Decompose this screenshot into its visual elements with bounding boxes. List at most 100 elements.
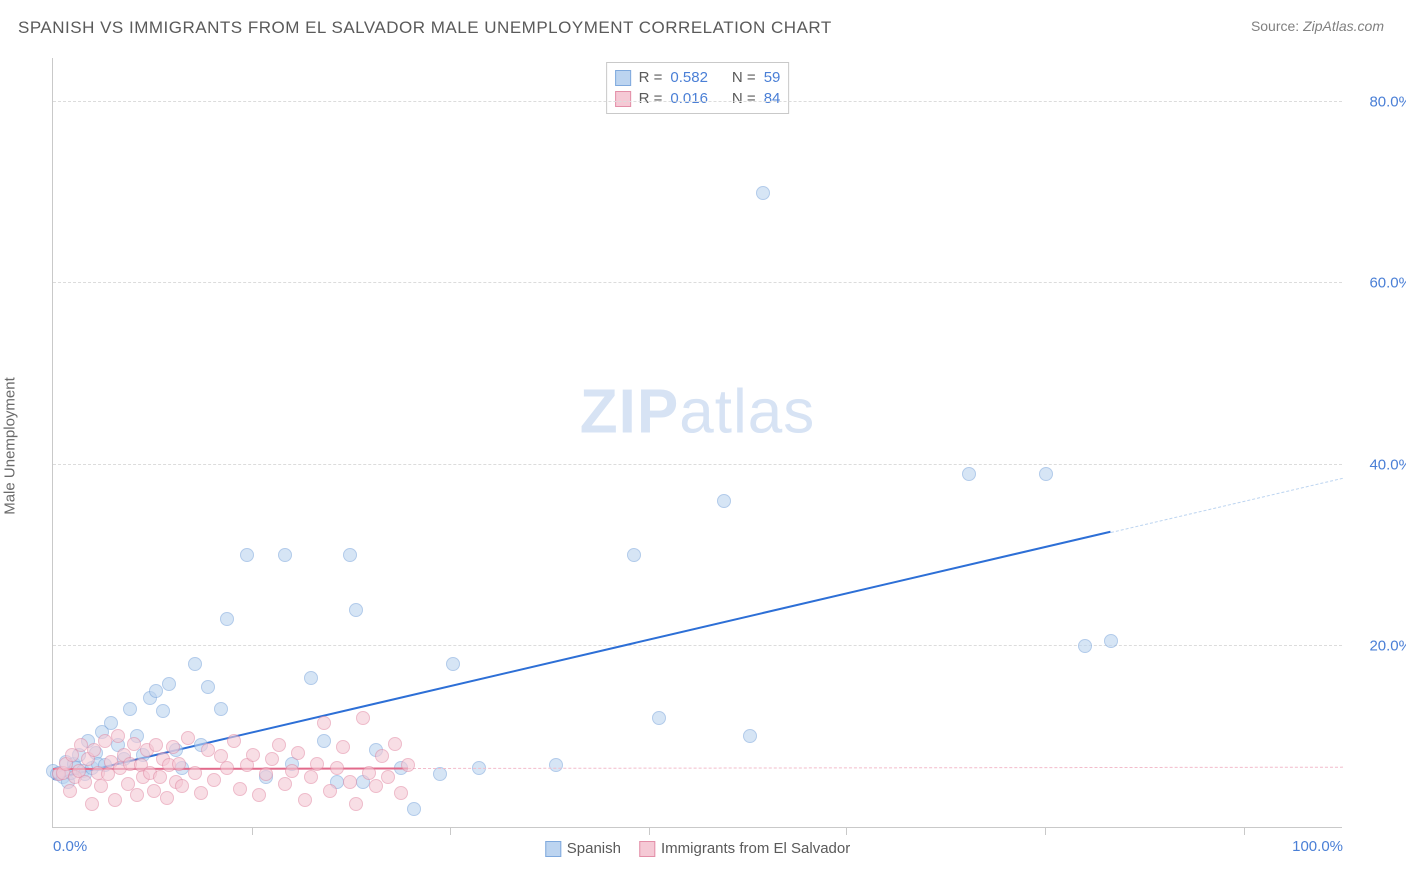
r-value-spanish: 0.582 xyxy=(670,69,708,86)
trend-line xyxy=(408,767,1343,769)
x-tick xyxy=(846,827,847,835)
y-axis-label: Male Unemployment xyxy=(2,377,19,515)
data-point xyxy=(317,716,331,730)
data-point xyxy=(181,731,195,745)
data-point xyxy=(130,788,144,802)
data-point xyxy=(394,786,408,800)
source-label: Source: xyxy=(1251,18,1303,34)
source-name: ZipAtlas.com xyxy=(1303,18,1384,34)
x-tick xyxy=(1045,827,1046,835)
r-label: R = xyxy=(639,69,663,86)
stats-box: R = 0.582 N = 59 R = 0.016 N = 84 xyxy=(606,62,790,114)
x-tick xyxy=(252,827,253,835)
data-point xyxy=(343,775,357,789)
data-point xyxy=(401,758,415,772)
data-point xyxy=(317,734,331,748)
legend-item-elsalvador: Immigrants from El Salvador xyxy=(639,840,850,857)
data-point xyxy=(446,657,460,671)
data-point xyxy=(407,802,421,816)
legend: Spanish Immigrants from El Salvador xyxy=(545,840,850,857)
data-point xyxy=(356,711,370,725)
data-point xyxy=(78,775,92,789)
stats-row-elsalvador: R = 0.016 N = 84 xyxy=(615,88,781,109)
n-value-elsalvador: 84 xyxy=(764,90,781,107)
legend-item-spanish: Spanish xyxy=(545,840,621,857)
watermark-atlas: atlas xyxy=(679,377,815,446)
data-point xyxy=(349,603,363,617)
data-point xyxy=(381,770,395,784)
data-point xyxy=(214,702,228,716)
data-point xyxy=(375,749,389,763)
data-point xyxy=(278,548,292,562)
gridline xyxy=(53,464,1342,465)
trend-line xyxy=(53,531,1111,780)
data-point xyxy=(227,734,241,748)
data-point xyxy=(1104,634,1118,648)
chart-title: SPANISH VS IMMIGRANTS FROM EL SALVADOR M… xyxy=(18,18,832,38)
data-point xyxy=(94,779,108,793)
data-point xyxy=(166,740,180,754)
data-point xyxy=(265,752,279,766)
gridline xyxy=(53,101,1342,102)
data-point xyxy=(285,764,299,778)
trend-line xyxy=(1111,477,1343,532)
data-point xyxy=(149,738,163,752)
data-point xyxy=(123,702,137,716)
data-point xyxy=(369,779,383,793)
data-point xyxy=(188,766,202,780)
data-point xyxy=(627,548,641,562)
data-point xyxy=(336,740,350,754)
data-point xyxy=(291,746,305,760)
data-point xyxy=(298,793,312,807)
data-point xyxy=(362,766,376,780)
x-tick xyxy=(649,827,650,835)
data-point xyxy=(330,761,344,775)
n-label: N = xyxy=(732,90,756,107)
data-point xyxy=(549,758,563,772)
gridline xyxy=(53,282,1342,283)
data-point xyxy=(220,612,234,626)
data-point xyxy=(220,761,234,775)
x-tick-label: 100.0% xyxy=(1292,838,1343,855)
data-point xyxy=(743,729,757,743)
x-tick xyxy=(1244,827,1245,835)
data-point xyxy=(717,494,731,508)
y-tick-label: 20.0% xyxy=(1352,637,1406,654)
x-tick-label: 0.0% xyxy=(53,838,87,855)
data-point xyxy=(156,704,170,718)
n-value-spanish: 59 xyxy=(764,69,781,86)
data-point xyxy=(172,757,186,771)
data-point xyxy=(188,657,202,671)
data-point xyxy=(207,773,221,787)
data-point xyxy=(388,737,402,751)
data-point xyxy=(323,784,337,798)
source-attribution: Source: ZipAtlas.com xyxy=(1251,18,1384,34)
data-point xyxy=(162,677,176,691)
data-point xyxy=(201,743,215,757)
data-point xyxy=(962,467,976,481)
y-tick-label: 40.0% xyxy=(1352,456,1406,473)
data-point xyxy=(108,793,122,807)
data-point xyxy=(652,711,666,725)
y-tick-label: 80.0% xyxy=(1352,94,1406,111)
r-label: R = xyxy=(639,90,663,107)
data-point xyxy=(304,770,318,784)
data-point xyxy=(343,548,357,562)
data-point xyxy=(98,734,112,748)
legend-label-elsalvador: Immigrants from El Salvador xyxy=(661,840,850,857)
chart-frame: SPANISH VS IMMIGRANTS FROM EL SALVADOR M… xyxy=(0,0,1406,892)
data-point xyxy=(63,784,77,798)
legend-swatch-spanish xyxy=(545,841,561,857)
gridline xyxy=(53,645,1342,646)
data-point xyxy=(175,779,189,793)
data-point xyxy=(1039,467,1053,481)
watermark-zip: ZIP xyxy=(580,377,679,446)
legend-swatch-elsalvador xyxy=(639,841,655,857)
data-point xyxy=(104,716,118,730)
data-point xyxy=(74,738,88,752)
y-tick-label: 60.0% xyxy=(1352,275,1406,292)
data-point xyxy=(194,786,208,800)
data-point xyxy=(149,684,163,698)
watermark: ZIPatlas xyxy=(580,376,815,447)
data-point xyxy=(246,748,260,762)
